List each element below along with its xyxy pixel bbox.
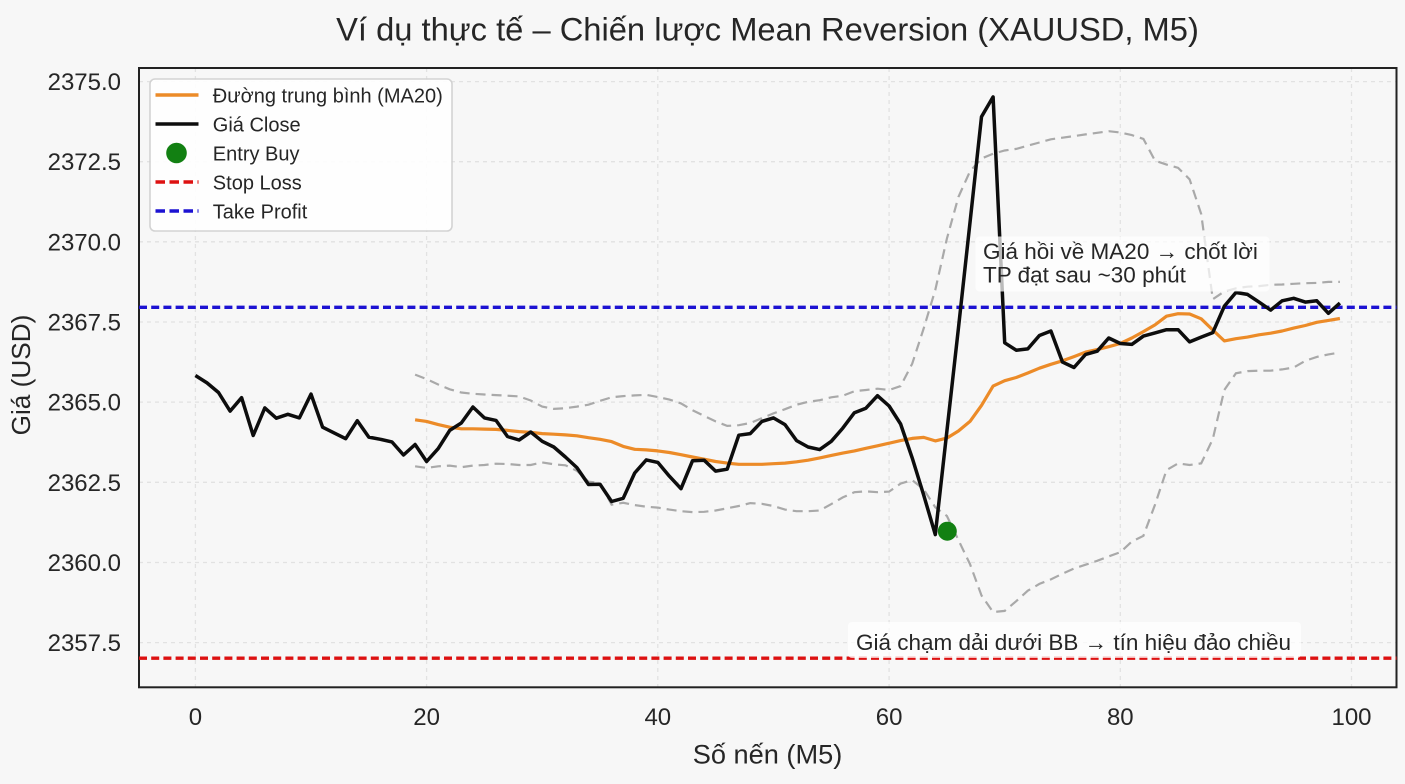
svg-text:2375.0: 2375.0 <box>48 69 121 96</box>
svg-text:Entry Buy: Entry Buy <box>213 143 300 165</box>
svg-text:Giá hồi về MA20 → chốt lời: Giá hồi về MA20 → chốt lời <box>983 239 1258 264</box>
svg-text:Ví dụ thực tế – Chiến lược Mea: Ví dụ thực tế – Chiến lược Mean Reversio… <box>336 11 1199 48</box>
svg-text:2360.0: 2360.0 <box>48 550 121 577</box>
svg-text:Đường trung bình (MA20): Đường trung bình (MA20) <box>213 85 443 107</box>
svg-text:2367.5: 2367.5 <box>48 310 121 337</box>
svg-text:Stop Loss: Stop Loss <box>213 172 302 194</box>
svg-text:20: 20 <box>413 704 440 731</box>
svg-text:2365.0: 2365.0 <box>48 390 121 417</box>
svg-text:80: 80 <box>1107 704 1134 731</box>
svg-text:Giá Close: Giá Close <box>213 114 301 136</box>
svg-text:40: 40 <box>644 704 671 731</box>
svg-text:0: 0 <box>189 704 202 731</box>
svg-text:60: 60 <box>876 704 903 731</box>
svg-text:2370.0: 2370.0 <box>48 229 121 256</box>
svg-text:2372.5: 2372.5 <box>48 149 121 176</box>
svg-text:2357.5: 2357.5 <box>48 630 121 657</box>
svg-text:Số nến (M5): Số nến (M5) <box>693 739 843 770</box>
svg-text:2362.5: 2362.5 <box>48 470 121 497</box>
svg-text:Giá (USD): Giá (USD) <box>6 315 36 436</box>
svg-text:TP đạt sau ~30 phút: TP đạt sau ~30 phút <box>983 263 1187 288</box>
svg-text:100: 100 <box>1331 704 1371 731</box>
svg-text:Giá chạm dải dưới BB → tín hiệ: Giá chạm dải dưới BB → tín hiệu đảo chiề… <box>856 630 1291 655</box>
svg-text:Take Profit: Take Profit <box>213 201 308 223</box>
